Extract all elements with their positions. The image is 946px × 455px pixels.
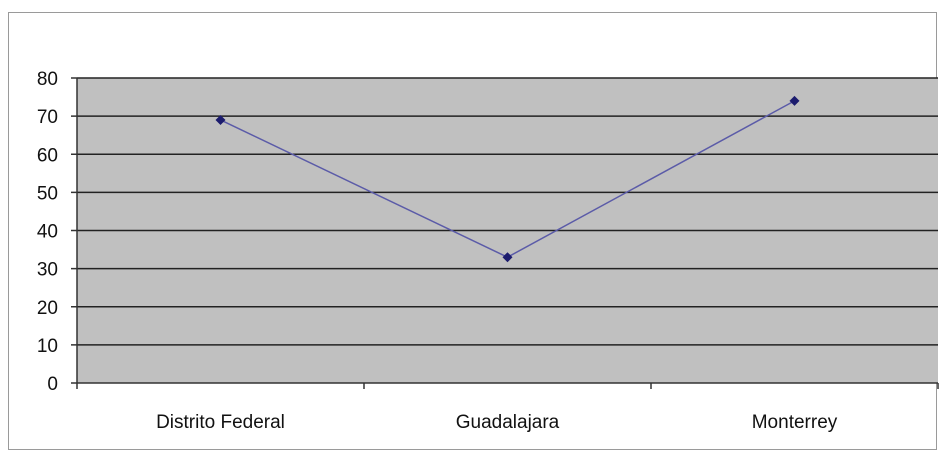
series-group: [215, 95, 800, 263]
y-tick-label-50: 50: [37, 183, 58, 204]
x-category-label-2: Monterrey: [752, 412, 838, 433]
data-point-0-0: [215, 114, 226, 125]
y-tick-label-40: 40: [37, 222, 58, 243]
y-tick-label-30: 30: [37, 260, 58, 281]
y-tick-label-0: 0: [47, 374, 58, 395]
y-tick-label-80: 80: [37, 69, 58, 90]
data-point-0-1: [502, 252, 513, 263]
y-axis: 0 10 20 30 40 50 60 70 80: [37, 69, 78, 395]
data-point-0-2: [789, 95, 800, 106]
x-category-label-0: Distrito Federal: [156, 412, 285, 433]
x-axis: Distrito Federal Guadalajara Monterrey: [76, 382, 939, 433]
y-tick-label-10: 10: [37, 336, 58, 357]
y-tick-label-60: 60: [37, 145, 58, 166]
x-category-label-1: Guadalajara: [456, 412, 560, 433]
y-tick-label-20: 20: [37, 298, 58, 319]
y-tick-label-70: 70: [37, 107, 58, 128]
